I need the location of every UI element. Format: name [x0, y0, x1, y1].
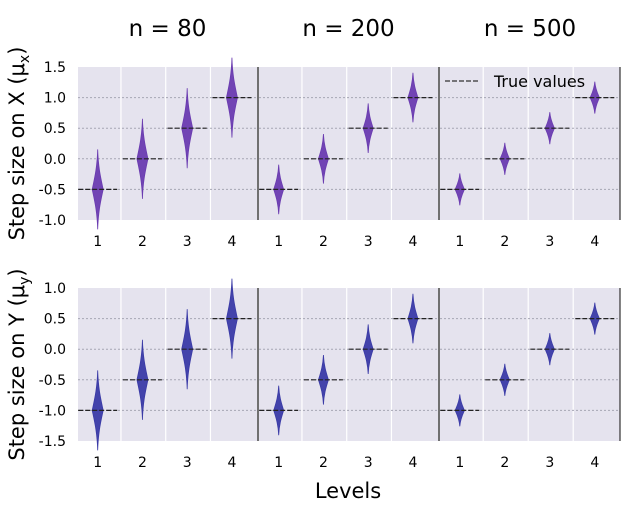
violin-r1-c2-level-4	[407, 72, 419, 123]
panel-background	[440, 67, 620, 220]
x-tick-label: 3	[364, 234, 373, 250]
panel-r2-c2: 1 2 3 4	[257, 288, 438, 471]
x-tick-label: 1	[274, 234, 283, 250]
violin-r1-c2-level-2	[318, 133, 329, 184]
panel-r2-c3: 1 2 3 4	[438, 288, 621, 471]
x-tick-label: 1	[455, 234, 464, 250]
y-axis-label-row-2: Step size on Y (μy)	[5, 268, 33, 460]
violin-r2-c1-level-1	[91, 370, 104, 451]
x-tick-label: 4	[408, 234, 417, 250]
violin-r2-c3-level-3	[544, 333, 555, 366]
violin-r1-c1-level-3	[181, 88, 194, 169]
violin-r1-c3-level-4	[589, 81, 600, 114]
y-tick-label: -0.5	[39, 373, 66, 389]
x-axis-label: Levels	[315, 479, 381, 503]
y-tick-label: 1.0	[44, 91, 66, 107]
y-tick-label: -1.0	[39, 403, 66, 419]
violin-r2-c3-level-4	[589, 302, 600, 335]
violin-r2-c2-level-4	[407, 293, 419, 344]
y-axis-label-row-1: Step size on X (μx)	[5, 47, 33, 241]
violin-r1-c2-level-3	[362, 103, 374, 154]
violin-r2-c3-level-2	[499, 363, 510, 396]
legend: True values	[445, 72, 585, 91]
y-tick-label: -1.0	[39, 213, 66, 229]
x-tick-label: 4	[408, 455, 417, 471]
x-tick-label: 4	[590, 234, 599, 250]
panel-background	[440, 288, 620, 441]
y-tick-label: -1.5	[39, 434, 66, 450]
panel-r1-c2: 1 2 3 4	[257, 67, 438, 250]
panel-r2-c1: 1 2 3 4	[78, 278, 257, 471]
x-tick-label: 2	[319, 234, 328, 250]
violin-r2-c2-level-1	[273, 385, 285, 436]
violin-r1-c3-level-2	[499, 142, 510, 175]
violin-r1-c3-level-1	[454, 173, 465, 206]
x-tick-label: 3	[545, 455, 554, 471]
violin-r1-c3-level-3	[544, 112, 555, 145]
x-tick-label: 3	[545, 234, 554, 250]
x-tick-label: 4	[227, 455, 236, 471]
x-tick-label: 4	[227, 234, 236, 250]
x-tick-label: 2	[500, 234, 509, 250]
column-title-1: n = 80	[129, 16, 207, 42]
y-tick-label: -0.5	[39, 182, 66, 198]
column-titles: n = 80 n = 200 n = 500	[129, 16, 577, 42]
y-tick-label: 1.5	[44, 60, 66, 76]
legend-label: True values	[493, 72, 585, 91]
panel-background	[259, 67, 438, 220]
x-tick-label: 2	[138, 455, 147, 471]
x-tick-label: 1	[455, 455, 464, 471]
panel-background	[259, 288, 438, 441]
column-title-2: n = 200	[302, 16, 394, 42]
y-tick-label: 0.5	[44, 312, 66, 328]
violin-r2-c2-level-2	[318, 354, 329, 405]
violin-r2-c1-level-2	[136, 339, 149, 420]
x-tick-label: 4	[590, 455, 599, 471]
violin-r1-c1-level-2	[136, 118, 149, 199]
violin-r2-c3-level-1	[454, 394, 465, 427]
x-tick-label: 2	[138, 234, 147, 250]
panel-r1-c3: 1 2 3 4	[438, 67, 621, 250]
x-tick-label: 3	[183, 234, 192, 250]
y-tick-label: 0.5	[44, 121, 66, 137]
x-tick-label: 1	[93, 455, 102, 471]
x-tick-label: 1	[274, 455, 283, 471]
x-tick-label: 1	[93, 234, 102, 250]
x-tick-label: 3	[183, 455, 192, 471]
violin-r2-c2-level-3	[362, 324, 374, 375]
y-tick-label: 0.0	[44, 152, 66, 168]
violin-r1-c2-level-1	[273, 164, 285, 215]
violin-r2-c1-level-4	[226, 278, 238, 359]
violin-r2-c1-level-3	[181, 309, 194, 390]
panel-r1-c1: 1 2 3 4	[78, 57, 257, 250]
x-tick-label: 3	[364, 455, 373, 471]
column-title-3: n = 500	[484, 16, 576, 42]
y-tick-label: 1.0	[44, 281, 66, 297]
row-labels: 1.5 1.0 0.5 0.0 -0.5 -1.0 Step size on X (μx) 1…	[5, 47, 66, 461]
x-tick-label: 2	[500, 455, 509, 471]
violin-r1-c1-level-4	[226, 57, 238, 138]
y-tick-label: 0.0	[44, 342, 66, 358]
x-tick-label: 2	[319, 455, 328, 471]
violin-r1-c1-level-1	[91, 149, 104, 230]
panels: 1 2 3 4 1 2 3 4 1 2 3 4 1 2 3 4 1 2 3 4 1 2 3 4 True values	[78, 57, 621, 471]
